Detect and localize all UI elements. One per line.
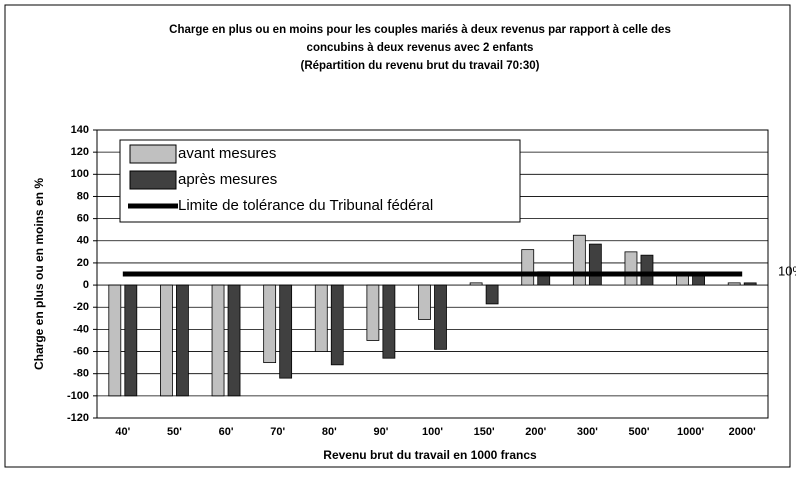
bar — [314, 284, 328, 352]
x-tick-label: 50' — [167, 426, 182, 438]
x-tick-label: 80' — [322, 426, 337, 438]
legend-label: après mesures — [178, 171, 277, 188]
x-tick-label: 500' — [628, 426, 649, 438]
bar — [485, 284, 499, 305]
bar — [624, 251, 638, 286]
bar — [743, 282, 757, 286]
y-tick-label: 0 — [83, 279, 89, 291]
bar — [469, 282, 483, 286]
bar — [108, 284, 122, 397]
y-tick-label: 60 — [77, 213, 89, 225]
y-tick-label: -60 — [73, 345, 89, 357]
legend-label: Limite de tolérance du Tribunal fédéral — [178, 197, 433, 214]
y-tick-label: -120 — [67, 412, 89, 424]
bar — [692, 274, 705, 286]
y-tick-label: -40 — [73, 323, 89, 335]
y-tick-label: -20 — [73, 301, 89, 313]
x-tick-label: 90' — [373, 426, 388, 438]
legend-label: avant mesures — [178, 145, 276, 162]
chart-title: (Répartition du revenu brut du travail 7… — [301, 60, 540, 72]
bar — [160, 284, 173, 397]
legend-box — [119, 139, 521, 223]
bar — [727, 282, 741, 286]
bar — [366, 284, 380, 341]
annotation: 10% — [778, 263, 796, 278]
bar — [521, 249, 535, 286]
bar — [676, 274, 689, 286]
x-tick-label: 40' — [115, 426, 130, 438]
x-tick-label: 60' — [219, 426, 234, 438]
x-tick-label: 1000' — [677, 426, 704, 438]
y-tick-label: -100 — [67, 390, 89, 402]
chart-title: concubins à deux revenus avec 2 enfants — [307, 42, 534, 54]
bar — [263, 284, 277, 364]
bar — [124, 284, 138, 397]
y-tick-label: 20 — [77, 257, 89, 269]
x-tick-label: 300' — [577, 426, 598, 438]
x-tick-label: 70' — [270, 426, 285, 438]
bar — [640, 254, 654, 286]
bar — [279, 284, 293, 379]
y-tick-label: 140 — [71, 124, 89, 136]
x-tick-label: 2000' — [729, 426, 756, 438]
bar — [572, 234, 586, 286]
legend-swatch — [129, 144, 177, 164]
bar — [434, 284, 447, 350]
bar — [227, 284, 241, 397]
y-tick-label: 120 — [71, 146, 89, 158]
chart-title: Charge en plus ou en moins pour les coup… — [169, 24, 671, 36]
y-tick-label: -80 — [73, 368, 89, 380]
x-tick-label: 200' — [525, 426, 546, 438]
bar — [382, 284, 396, 359]
x-axis-title: Revenu brut du travail en 1000 francs — [323, 448, 537, 462]
bar — [588, 243, 602, 286]
x-tick-label: 150' — [474, 426, 495, 438]
y-tick-label: 80 — [77, 190, 89, 202]
bar — [211, 284, 225, 397]
y-axis-title: Charge en plus ou en moins en % — [32, 178, 46, 370]
legend-swatch — [129, 170, 177, 190]
bar — [418, 284, 431, 320]
bar — [176, 284, 189, 397]
x-tick-label: 100' — [422, 426, 443, 438]
y-tick-label: 40 — [77, 235, 89, 247]
y-tick-label: 100 — [71, 168, 89, 180]
bar — [330, 284, 344, 366]
